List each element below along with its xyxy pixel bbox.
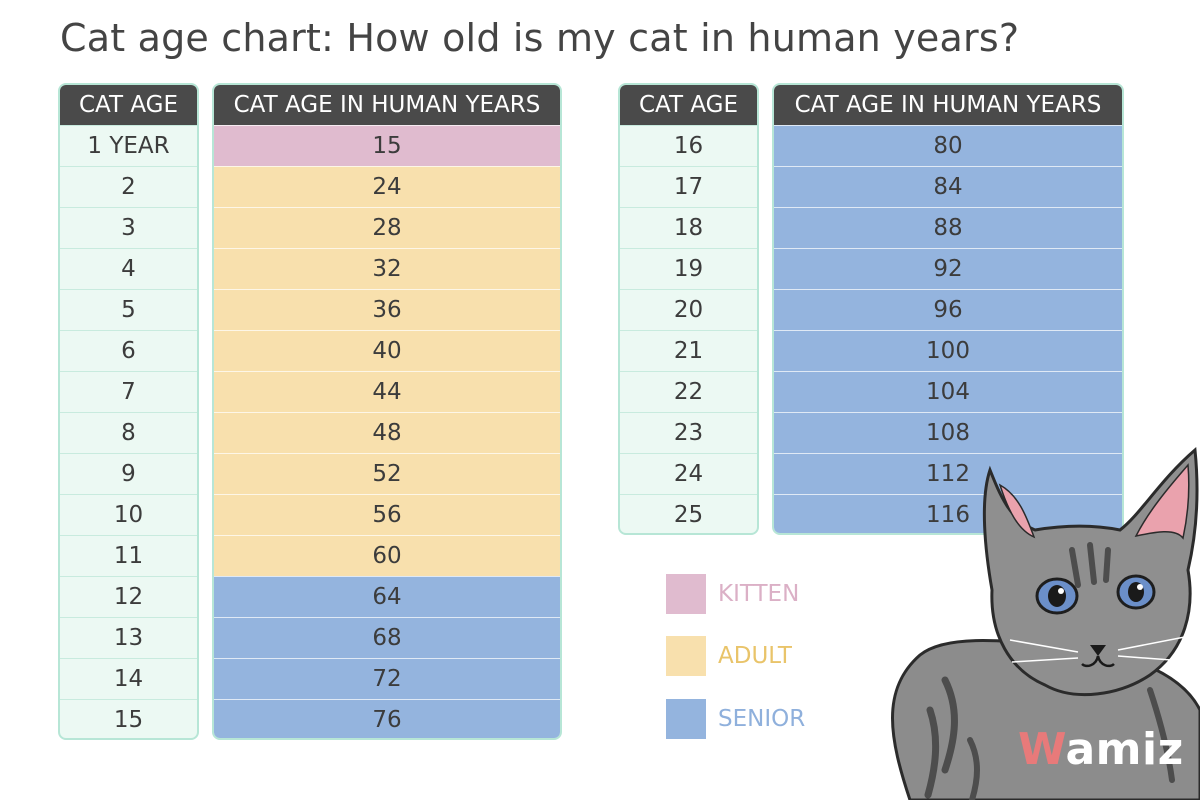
human-years-cell: 64	[214, 576, 560, 617]
cat-age-cell: 24	[620, 453, 757, 494]
cat-age-cell: 15	[60, 699, 197, 738]
human-years-cell: 72	[214, 658, 560, 699]
cat-age-cell: 10	[60, 494, 197, 535]
legend-kitten-label: KITTEN	[718, 581, 800, 607]
cat-age-cell: 23	[620, 412, 757, 453]
human-years-cell: 88	[774, 207, 1122, 248]
legend-adult-label: ADULT	[718, 643, 792, 669]
cat-age-cell: 2	[60, 166, 197, 207]
human-years-cell: 100	[774, 330, 1122, 371]
legend-kitten-swatch	[666, 574, 706, 614]
human-years-cell: 44	[214, 371, 560, 412]
human-years-header: CAT AGE IN HUMAN YEARS	[214, 85, 560, 125]
cat-age-cell: 18	[620, 207, 757, 248]
cat-age-cell: 20	[620, 289, 757, 330]
human-years-cell: 104	[774, 371, 1122, 412]
human-years-cell: 96	[774, 289, 1122, 330]
cat-age-header: CAT AGE	[620, 85, 757, 125]
cat-age-cell: 8	[60, 412, 197, 453]
cat-age-cell: 21	[620, 330, 757, 371]
cat-age-column-left: CAT AGE 1 YEAR 2 3 4 5 6 7 8 9 10 11 12 13 14 15	[58, 83, 199, 740]
human-years-header: CAT AGE IN HUMAN YEARS	[774, 85, 1122, 125]
human-years-cell: 52	[214, 453, 560, 494]
cat-age-cell: 17	[620, 166, 757, 207]
page-title: Cat age chart: How old is my cat in huma…	[60, 16, 1020, 60]
cat-age-cell: 6	[60, 330, 197, 371]
cat-age-header: CAT AGE	[60, 85, 197, 125]
cat-age-cell: 16	[620, 125, 757, 166]
human-years-cell: 92	[774, 248, 1122, 289]
cat-age-cell: 22	[620, 371, 757, 412]
cat-age-cell: 19	[620, 248, 757, 289]
human-years-cell: 80	[774, 125, 1122, 166]
legend-senior-swatch	[666, 699, 706, 739]
human-years-cell: 15	[214, 125, 560, 166]
legend-adult-swatch	[666, 636, 706, 676]
cat-age-cell: 13	[60, 617, 197, 658]
cat-illustration	[891, 446, 1200, 800]
cat-age-cell: 4	[60, 248, 197, 289]
human-years-cell: 76	[214, 699, 560, 738]
cat-age-cell: 3	[60, 207, 197, 248]
human-years-cell: 48	[214, 412, 560, 453]
human-years-cell: 40	[214, 330, 560, 371]
human-years-cell: 60	[214, 535, 560, 576]
cat-age-cell: 7	[60, 371, 197, 412]
human-years-cell: 56	[214, 494, 560, 535]
human-years-cell: 108	[774, 412, 1122, 453]
legend-senior-label: SENIOR	[718, 706, 806, 732]
human-years-cell: 112	[774, 453, 1122, 494]
cat-age-cell: 5	[60, 289, 197, 330]
human-years-cell: 84	[774, 166, 1122, 207]
cat-age-cell: 1 YEAR	[60, 125, 197, 166]
human-years-column-right: CAT AGE IN HUMAN YEARS 80 84 88 92 96 100 104 1…	[772, 83, 1124, 535]
cat-age-cell: 25	[620, 494, 757, 533]
cat-age-column-right: CAT AGE 16 17 18 19 20 21 22 23 24 25	[618, 83, 759, 535]
cat-age-cell: 11	[60, 535, 197, 576]
human-years-cell: 24	[214, 166, 560, 207]
wamiz-logo: Wamiz	[1018, 724, 1184, 775]
cat-age-cell: 14	[60, 658, 197, 699]
human-years-cell: 32	[214, 248, 560, 289]
human-years-cell: 36	[214, 289, 560, 330]
cat-age-cell: 12	[60, 576, 197, 617]
human-years-cell: 68	[214, 617, 560, 658]
human-years-cell: 28	[214, 207, 560, 248]
cat-age-cell: 9	[60, 453, 197, 494]
human-years-column-left: CAT AGE IN HUMAN YEARS 15 24 28 32 36 40 44 48 5…	[212, 83, 562, 740]
